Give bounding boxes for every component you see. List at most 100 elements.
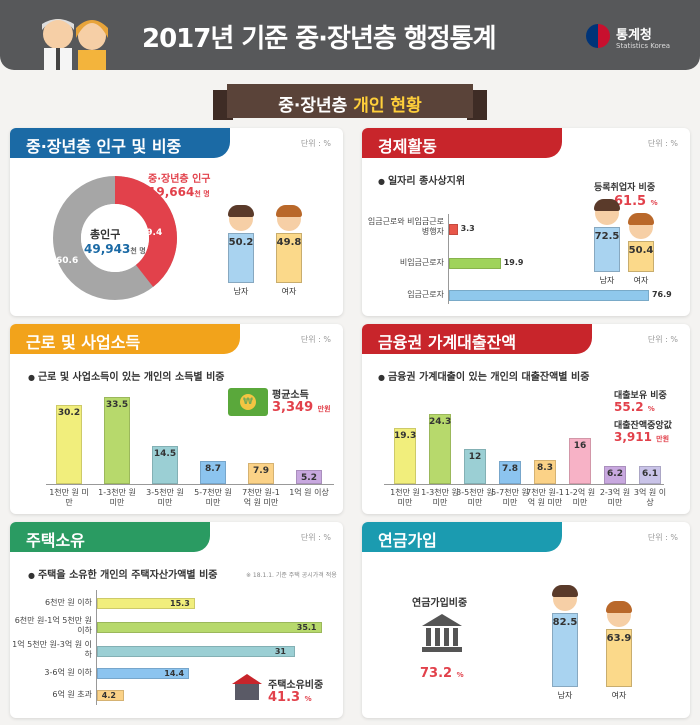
bank-icon [422, 614, 462, 652]
category-label: 1-3천만 원 미만 [98, 488, 136, 507]
own-unit: % [304, 695, 312, 703]
person-label: 남자 [557, 691, 573, 700]
category-label: 3-5천만 원 미만 [456, 488, 494, 507]
category-label: 1억 원 이상 [289, 488, 329, 497]
income-title: 근로 및 사업소득 [10, 324, 240, 354]
reg-value-line: 61.5 % [614, 194, 658, 209]
housing-bar [97, 690, 124, 701]
person-value: 50.4 [628, 244, 654, 256]
callout-value-line: 19,664천 명 [148, 185, 210, 199]
category-label: 1천만 원 미만 [390, 488, 420, 507]
center-unit: 천 명 [130, 247, 146, 255]
avg-value: 3,349 [272, 400, 314, 415]
own-value-line: 41.3 % [268, 690, 312, 705]
category-label: 5-7천만 원 미만 [194, 488, 232, 507]
axis-line [46, 484, 334, 485]
own-label: 주택소유비중 [268, 680, 324, 691]
logo-name: 통계청 [616, 28, 652, 43]
economic-unit: 단위 : % [647, 139, 678, 148]
bar [248, 463, 274, 484]
house-roof [232, 674, 262, 684]
category-label: 2-3억 원 미만 [599, 488, 631, 507]
donut-slice-midage [53, 176, 177, 300]
housing-bar [97, 598, 195, 609]
ribbon-prefix: 중·장년층 [278, 96, 348, 116]
person-label: 여자 [611, 691, 627, 700]
ribbon-highlight: 개인 현황 [353, 96, 422, 116]
econ-bar-value: 19.9 [503, 258, 524, 267]
person-bar [228, 232, 254, 283]
bar-value: 16 [573, 440, 587, 451]
income-subtitle: 근로 및 사업소득이 있는 개인의 소득별 비중 [28, 368, 225, 383]
person-hair-icon [594, 199, 620, 212]
bar-value: 8.7 [205, 464, 221, 475]
population-unit: 단위 : % [300, 139, 331, 148]
bar [604, 466, 626, 484]
bar-value: 14.5 [153, 449, 177, 460]
bar [394, 428, 416, 484]
housing-bar [97, 668, 190, 679]
house-icon [232, 674, 262, 700]
median-label: 대출잔액중앙값 [614, 421, 672, 431]
hold-value: 55.2 [614, 400, 644, 414]
person-hair-icon [628, 212, 654, 225]
econ-bar [449, 258, 501, 269]
bar [200, 461, 226, 484]
person-hair-icon [552, 584, 578, 597]
housing-title: 주택소유 [10, 522, 210, 552]
debt-subtitle: 금융권 가계대출이 있는 개인의 대출잔액별 비중 [378, 368, 589, 383]
median-unit: 만원 [656, 435, 670, 443]
housing-unit: 단위 : % [300, 533, 331, 542]
housing-bar-value: 4.2 [101, 691, 116, 700]
donut-center [81, 204, 149, 272]
house-body [235, 684, 259, 700]
person-label: 남자 [233, 287, 249, 296]
bar [104, 396, 130, 484]
page-title: 2017년 기준 중·장년층 행정통계 [142, 24, 497, 54]
category-label: 3억 원 이상 [633, 488, 667, 507]
logo-subtitle: Statistics Korea [616, 42, 671, 50]
bar-value: 24.3 [429, 416, 452, 427]
rate-label: 연금가입비중 [412, 598, 468, 609]
category-label: 7천만 원-1억 원 미만 [526, 488, 564, 507]
bar-value: 7.8 [502, 464, 518, 475]
callout-unit: 천 명 [194, 190, 210, 198]
housing-subtitle: 주택을 소유한 개인의 주택자산가액별 비중 [28, 566, 218, 581]
income-unit: 단위 : % [300, 335, 331, 344]
bar-value: 6.1 [642, 469, 658, 480]
bar-value: 6.2 [607, 469, 623, 480]
person-bar [594, 227, 620, 272]
bar [499, 461, 521, 484]
debt-panel: 금융권 가계대출잔액 단위 : % 금융권 가계대출이 있는 개인의 대출잔액별… [362, 324, 690, 514]
person-bar [552, 612, 578, 687]
hold-unit: % [647, 405, 655, 413]
bar-value: 30.2 [57, 408, 81, 419]
category-label: 3-5천만 원 미만 [146, 488, 184, 507]
rate-value: 73.2 [420, 666, 453, 681]
avg-value-line: 3,349 만원 [272, 400, 331, 415]
housing-category-label: 6천만 원-1억 5천만 원 이하 [14, 616, 92, 635]
person-bar [628, 240, 654, 272]
person-hair-icon [228, 204, 254, 217]
econ-bar-value: 3.3 [460, 224, 475, 233]
bar-value: 19.3 [394, 431, 417, 442]
bar [429, 413, 451, 484]
housing-bar [97, 646, 296, 657]
income-panel: 근로 및 사업소득 단위 : % 근로 및 사업소득이 있는 개인의 소득별 비… [10, 324, 343, 514]
bank-base [422, 647, 462, 652]
donut-center-label: 총인구 [90, 228, 121, 241]
center-value: 49,943 [84, 242, 131, 256]
category-label: 1-3천만 원 미만 [421, 488, 459, 507]
econ-category-label: 임금근로와 비임금근로 병행자 [367, 217, 444, 236]
bar-value: 33.5 [105, 399, 129, 410]
housing-panel: 주택소유 단위 : % 주택을 소유한 개인의 주택자산가액별 비중 ※ 18.… [10, 522, 343, 718]
bar-value: 7.9 [253, 466, 269, 477]
pension-panel: 연금가입 단위 : % 연금가입비중 73.2 % 82.5 남자 63.9 여자 [362, 522, 690, 718]
population-donut [53, 176, 177, 300]
bar [56, 405, 82, 484]
pension-title: 연금가입 [362, 522, 562, 552]
header: 2017년 기준 중·장년층 행정통계 통계청 Statistics Korea [0, 0, 700, 70]
bank-roof [422, 614, 462, 626]
debt-title: 금융권 가계대출잔액 [362, 324, 592, 354]
housing-bar-value: 31 [274, 647, 286, 656]
